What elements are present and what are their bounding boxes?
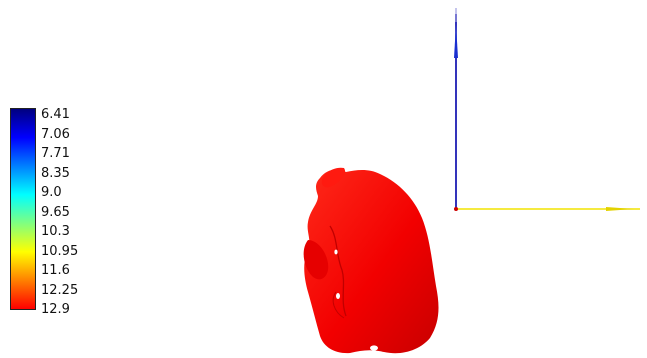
isosurface-main-body <box>304 169 439 354</box>
colorbar-tick-label: 8.35 <box>41 165 70 181</box>
isosurface-crease <box>332 291 345 319</box>
colorbar-tick-label: 9.0 <box>41 185 62 200</box>
isosurface-hole <box>336 293 340 299</box>
color-scale-bar <box>10 108 36 310</box>
isosurface-object[interactable] <box>303 167 439 354</box>
axes-origin <box>454 207 458 211</box>
isosurface-left-fold <box>303 240 329 280</box>
colorbar-tick-label: 11.6 <box>41 263 70 278</box>
colorbar-tick-label: 7.06 <box>41 126 70 142</box>
colorbar-tick-label: 10.3 <box>41 224 70 239</box>
horizontal-axis-arrowhead <box>606 207 634 211</box>
colorbar-tick-label: 12.25 <box>41 282 79 298</box>
isosurface-crease <box>329 225 347 317</box>
orientation-axes <box>454 8 640 211</box>
colorbar-tick-label: 7.71 <box>41 146 70 161</box>
colorbar-tick-label: 9.65 <box>41 204 70 220</box>
colorbar-tick-label: 12.9 <box>41 302 70 317</box>
isosurface-hole <box>370 345 378 351</box>
color-legend: 6.41 7.06 7.71 8.35 9.0 9.65 10.3 10.95 … <box>10 107 90 316</box>
isosurface-top-lobe <box>321 167 346 188</box>
isosurface-hole <box>334 249 338 255</box>
colorbar-tick-label: 10.95 <box>41 243 79 259</box>
vertical-axis-arrowhead <box>454 24 458 58</box>
colorbar-tick-label: 6.41 <box>41 107 70 122</box>
